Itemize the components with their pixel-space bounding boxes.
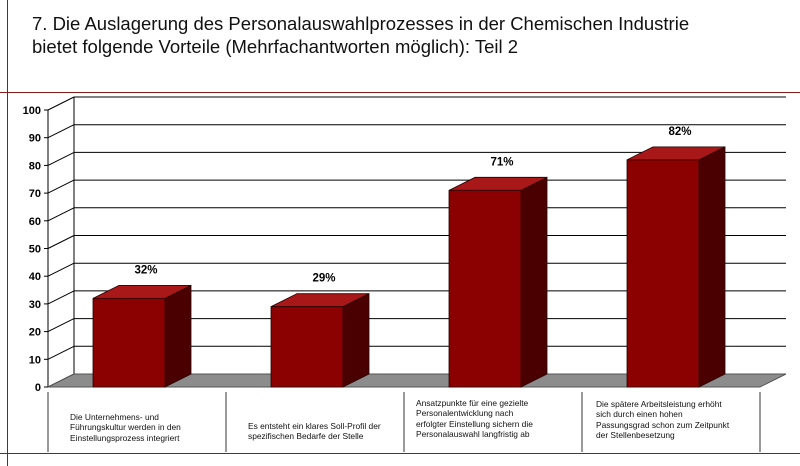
x-tick-label-line: spezifischen Bedarfe der Stelle	[248, 431, 364, 442]
bar-front-2	[270, 306, 344, 388]
y-tick-label-70: 70	[29, 188, 41, 200]
data-label-1: 32%	[134, 264, 157, 276]
frame-left-line	[7, 0, 8, 466]
y-tick-label-10: 10	[29, 354, 41, 366]
x-tick-label-1: Die Unternehmens- und Führungskultur werd…	[70, 412, 181, 443]
bar-front-4	[626, 159, 700, 388]
y-tick-label-80: 80	[29, 160, 41, 172]
chart-title: 7. Die Auslagerung des Personalauswahlpr…	[32, 12, 689, 58]
x-tick-label-line: Personalauswahl langfristig ab	[416, 428, 530, 439]
x-tick-label-line: Passungsgrad schon zum Zeitpunkt	[596, 419, 730, 430]
gridline-depth-80	[47, 151, 75, 166]
bar-3	[448, 176, 548, 388]
gridline-depth-60	[47, 207, 75, 222]
x-tick-label-line: Einstellungsprozess integriert	[70, 432, 180, 443]
gridline-depth-10	[47, 345, 75, 360]
y-tick-label-30: 30	[29, 299, 41, 311]
x-tick-label-line: sich durch einen hohen	[596, 409, 683, 420]
x-tick-label-line: Ansatzpunkte für eine gezielte	[416, 398, 529, 408]
frame-bottom-line	[0, 453, 800, 454]
bar-side-1	[164, 284, 192, 388]
gridline-depth-70	[47, 179, 75, 194]
bar-side-4	[698, 146, 726, 388]
y-tick-label-20: 20	[29, 327, 41, 339]
gridline-depth-50	[47, 235, 75, 249]
x-tick-label-line: Personalentwicklung nach	[416, 408, 514, 419]
x-tick-label-line: Die Unternehmens- und	[70, 412, 159, 422]
y-tick-label-60: 60	[29, 216, 41, 228]
data-label-2: 29%	[312, 273, 335, 285]
x-tick-label-2: Es entsteht ein klares Soll-Profil der sp…	[248, 421, 381, 442]
gridline-depth-20	[47, 318, 75, 333]
bar-front-1	[92, 297, 166, 388]
gridline-depth-40	[47, 262, 75, 277]
x-tick-label-line: erfolgter Einstellung sichern die	[416, 418, 533, 429]
gridline-depth-30	[47, 290, 75, 305]
gridline-depth-100	[47, 96, 75, 111]
gridline-depth-90	[47, 124, 75, 139]
x-tick-label-line: Die spätere Arbeitsleistung erhöht	[596, 399, 722, 409]
chart-title-line1: 7. Die Auslagerung des Personalauswahlpr…	[32, 13, 690, 34]
y-tick-label-0: 0	[35, 382, 41, 394]
x-tick-label-4: Die spätere Arbeitsleistung erhöht sich d…	[596, 399, 729, 440]
bar-1	[92, 284, 192, 388]
bar-4	[626, 146, 726, 388]
chart-floor	[47, 373, 787, 388]
y-tick-label-100: 100	[23, 105, 41, 117]
x-tick-label-3: Ansatzpunkte für eine gezielte Personalen…	[416, 398, 533, 439]
bar-2	[270, 293, 370, 388]
y-tick-label-50: 50	[29, 244, 41, 256]
x-tick-label-line: Führungskultur werden in den	[70, 422, 181, 433]
data-label-4: 82%	[668, 126, 691, 138]
y-tick-label-40: 40	[29, 271, 41, 283]
data-label-3: 71%	[490, 156, 513, 168]
x-tick-label-line: Es entsteht ein klares Soll-Profil der	[248, 421, 381, 431]
bar-front-3	[448, 189, 522, 388]
bar-side-3	[520, 176, 548, 388]
chart-title-line2: bietet folgende Vorteile (Mehrfachantwor…	[32, 36, 519, 57]
bar-side-2	[342, 293, 370, 388]
y-tick-label-90: 90	[29, 133, 41, 145]
frame-top-line	[0, 92, 800, 93]
x-tick-label-line: der Stellenbesetzung	[596, 429, 675, 440]
